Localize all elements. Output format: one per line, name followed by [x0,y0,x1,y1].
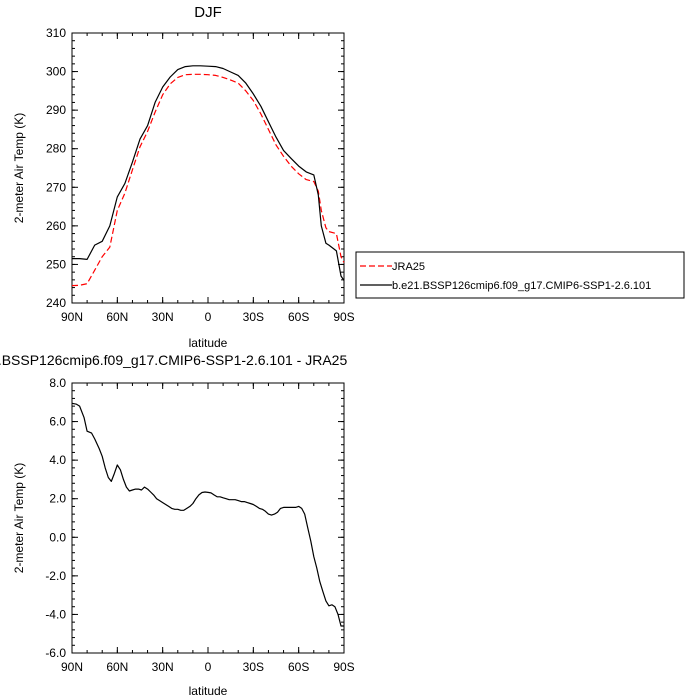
bottom-plot-area: 90N 60N 30N 0 30S 60S 90S -6.0 -4.0 -2.0 0.0 2.0 4.0… [45,376,354,674]
bottom-x-tick-label: 60S [288,660,309,674]
top-y-tick-label: 290 [46,103,66,117]
legend: JRA25 b.e21.BSSP126cmip6.f09_g17.CMIP6-S… [355,251,685,299]
bottom-x-tick-label: 30N [152,660,174,674]
bottom-x-tick-label: 60N [106,660,128,674]
top-x-axis-label: latitude [189,336,228,350]
top-y-tick-label: 280 [46,142,66,156]
top-x-tick-label: 60N [106,310,128,324]
bottom-y-tick-label: 6.0 [49,415,66,429]
top-x-tick-label: 90S [333,310,354,324]
bottom-y-axis-label: 2-meter Air Temp (K) [12,463,26,573]
top-y-tick-label: 240 [46,296,66,310]
bottom-series-line-0 [71,402,344,627]
bottom-y-tick-label: -6.0 [45,646,66,660]
top-panel: DJF 90N 60N 30N 0 30S 60S 90S 240 250 260 270 280 29… [12,4,355,350]
top-x-tick-label: 30S [243,310,264,324]
bottom-chart-title: b.e21.BSSP126cmip6.f09_g17.CMIP6-SSP1-2.… [0,352,347,368]
bottom-x-tick-label: 90S [333,660,354,674]
top-y-tick-label: 270 [46,180,66,194]
bottom-y-tick-label: 0.0 [49,530,66,544]
top-y-axis-label: 2-meter Air Temp (K) [12,113,26,223]
bottom-y-tick-label: 8.0 [49,376,66,390]
legend-label-model: b.e21.BSSP126cmip6.f09_g17.CMIP6-SSP1-2.… [392,280,651,292]
top-plot-frame [71,32,345,304]
bottom-y-tick-label: -4.0 [45,607,66,621]
top-chart-title: DJF [194,4,222,21]
bottom-y-tick-label: 4.0 [49,453,66,467]
legend-label-jra25: JRA25 [392,261,425,273]
bottom-panel: b.e21.BSSP126cmip6.f09_g17.CMIP6-SSP1-2.… [0,352,355,698]
top-y-tick-label: 310 [46,26,66,40]
top-y-tick-label: 260 [46,219,66,233]
top-x-tick-label: 60S [288,310,309,324]
top-series-line-1 [72,65,345,281]
top-plot-area: 90N 60N 30N 0 30S 60S 90S 240 250 260 270 280 290 300… [46,26,355,324]
bottom-x-tick-label: 0 [205,660,212,674]
bottom-x-tick-label: 30S [243,660,264,674]
top-y-tick-label: 250 [46,257,66,271]
legend-box [355,251,685,299]
bottom-y-tick-label: -2.0 [45,569,66,583]
bottom-x-tick-label: 90N [61,660,83,674]
bottom-y-tick-label: 2.0 [49,492,66,506]
top-series-line-0 [71,73,345,287]
top-x-tick-label: 0 [205,310,212,324]
bottom-x-axis-label: latitude [189,684,228,698]
top-x-tick-label: 90N [61,310,83,324]
bottom-plot-frame [71,382,345,654]
top-y-tick-label: 300 [46,65,66,79]
top-x-tick-label: 30N [152,310,174,324]
